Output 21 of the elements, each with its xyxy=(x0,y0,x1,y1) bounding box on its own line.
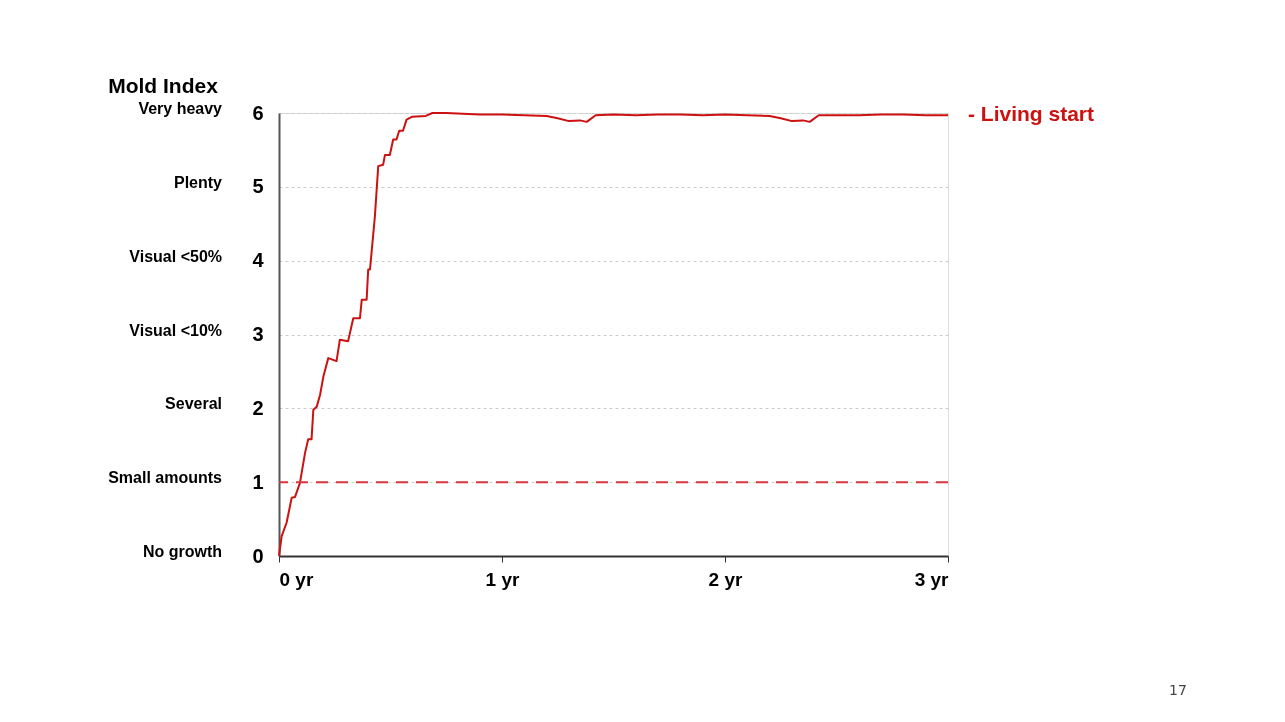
y-tick-label: 4 xyxy=(252,249,265,272)
y-tick-label: 1 xyxy=(252,470,264,493)
text: Small amounts xyxy=(108,469,223,487)
text: Plenty xyxy=(173,173,223,191)
y-tick-label: 2 xyxy=(252,396,264,419)
series-label: - Living start xyxy=(968,102,1095,126)
y-tick-label: 0 xyxy=(252,544,264,567)
y-tick-label: 6 xyxy=(252,101,264,124)
x-tick-label: 2 yr xyxy=(708,568,744,590)
text: Visual <50% xyxy=(129,247,222,265)
text: 17 xyxy=(1169,682,1187,698)
text: Very heavy xyxy=(138,100,223,117)
text: Visual <10% xyxy=(129,321,222,339)
x-tick-label: 3 yr xyxy=(914,568,950,590)
y-tick-label: 5 xyxy=(252,175,264,198)
chart-title: Mold Index xyxy=(108,74,219,97)
x-tick-label: 0 yr xyxy=(279,568,314,590)
text: Several xyxy=(165,395,222,413)
text: No growth xyxy=(142,543,222,560)
y-tick-label: 3 xyxy=(252,323,264,345)
x-tick-label: 1 yr xyxy=(485,568,521,590)
